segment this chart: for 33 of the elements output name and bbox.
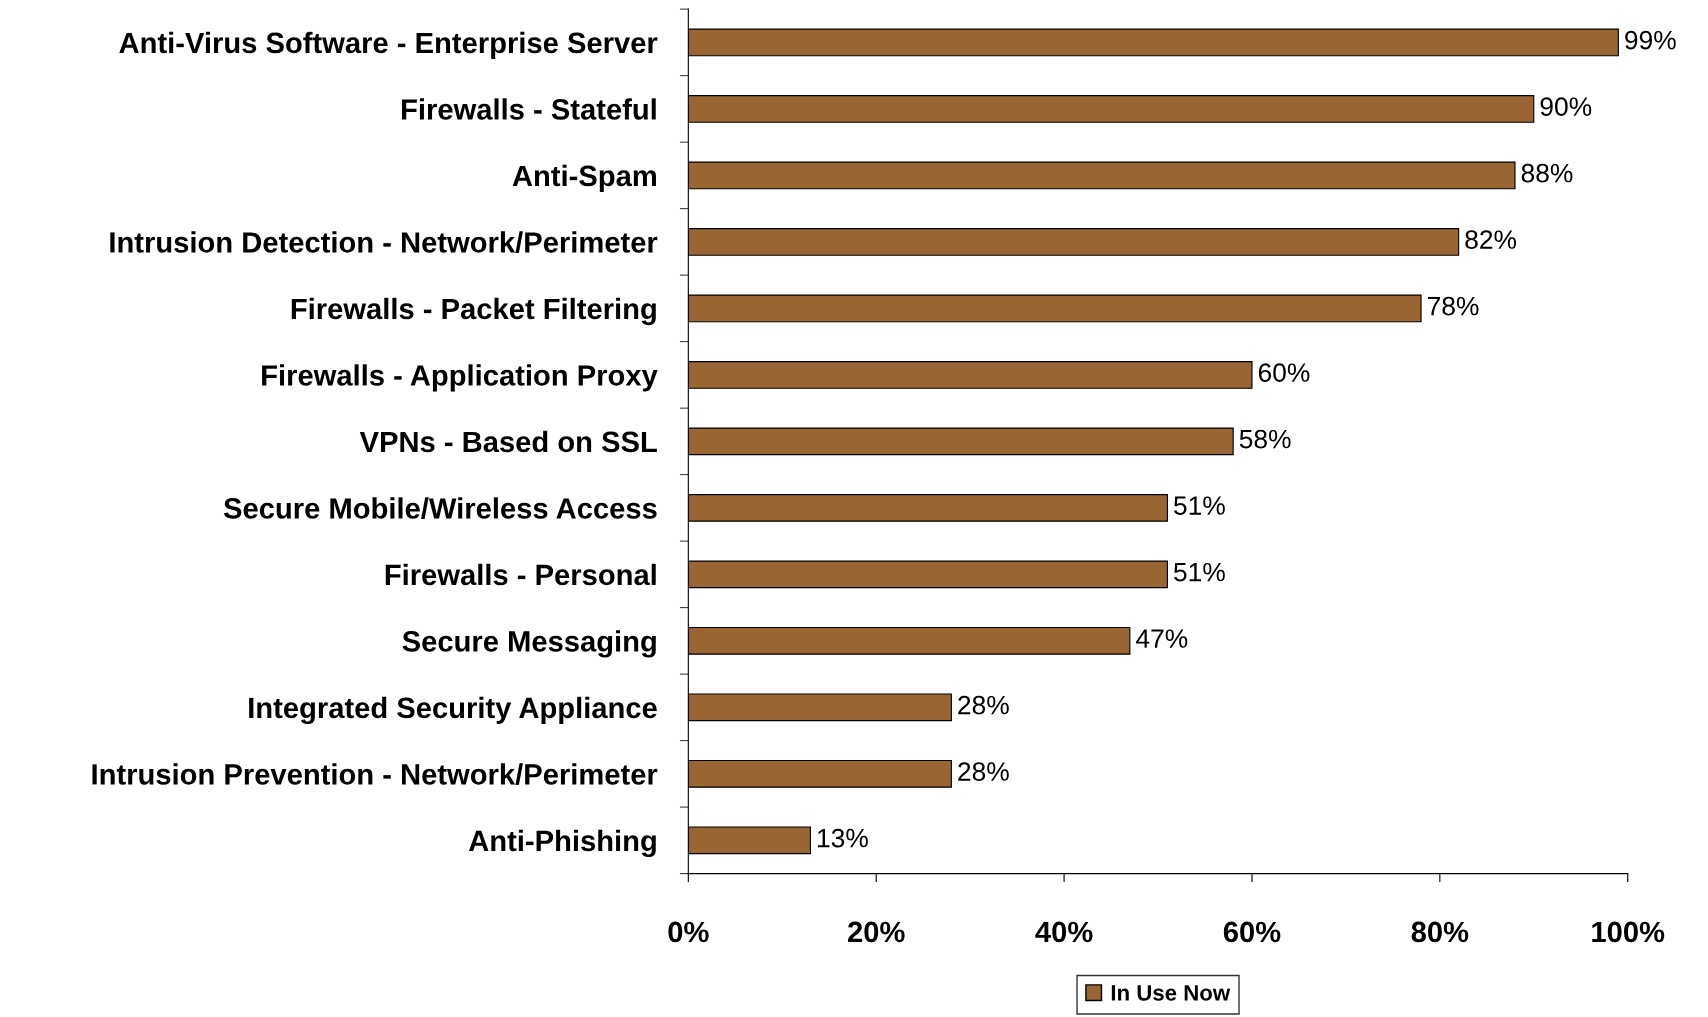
y-tick-label: Anti-Phishing (468, 829, 656, 858)
data-label: 28% (958, 762, 1009, 781)
x-tick-label: 0% (668, 921, 709, 943)
y-tick-label: VPNs - Based on SSL (359, 430, 657, 453)
data-label: 88% (1521, 163, 1573, 183)
data-label: 58% (1239, 429, 1291, 449)
x-tick-label: 40% (1035, 921, 1093, 943)
data-label: 82% (1465, 230, 1517, 249)
y-tick-label: Firewalls - Application Proxy (262, 364, 658, 392)
data-label: 60% (1258, 363, 1310, 382)
legend-label: In Use Now (1111, 985, 1231, 1001)
y-tick-label: Anti-Spam (512, 164, 656, 193)
y-tick-label: Intrusion Detection - Network/Perimeter (110, 231, 658, 254)
data-label: 99% (1625, 30, 1676, 50)
x-tick-label: 20% (848, 921, 905, 943)
y-tick-label: Firewalls - Personal (385, 563, 656, 586)
y-tick-label: Anti-Virus Software - Enterprise Server (119, 31, 658, 60)
y-tick-label: Intrusion Prevention - Network/Perimeter (92, 763, 658, 786)
y-tick-label: Firewalls - Stateful (402, 98, 656, 120)
data-label: 78% (1427, 296, 1479, 316)
data-label: 28% (958, 695, 1009, 715)
y-tick-label: Secure Mobile/Wireless Access (223, 497, 657, 520)
data-label: 51% (1174, 562, 1225, 582)
data-label: 13% (818, 828, 868, 848)
x-tick-label: 80% (1411, 921, 1469, 943)
x-tick-label: 100% (1592, 921, 1665, 943)
data-label: 90% (1540, 97, 1592, 116)
y-tick-label: Integrated Security Appliance (249, 696, 657, 725)
x-tick-label: 60% (1223, 921, 1281, 943)
y-tick-label: Secure Messaging (402, 630, 656, 658)
y-tick-label: Firewalls - Packet Filtering (291, 297, 656, 326)
data-label: 47% (1136, 629, 1188, 648)
data-label: 51% (1174, 496, 1225, 515)
